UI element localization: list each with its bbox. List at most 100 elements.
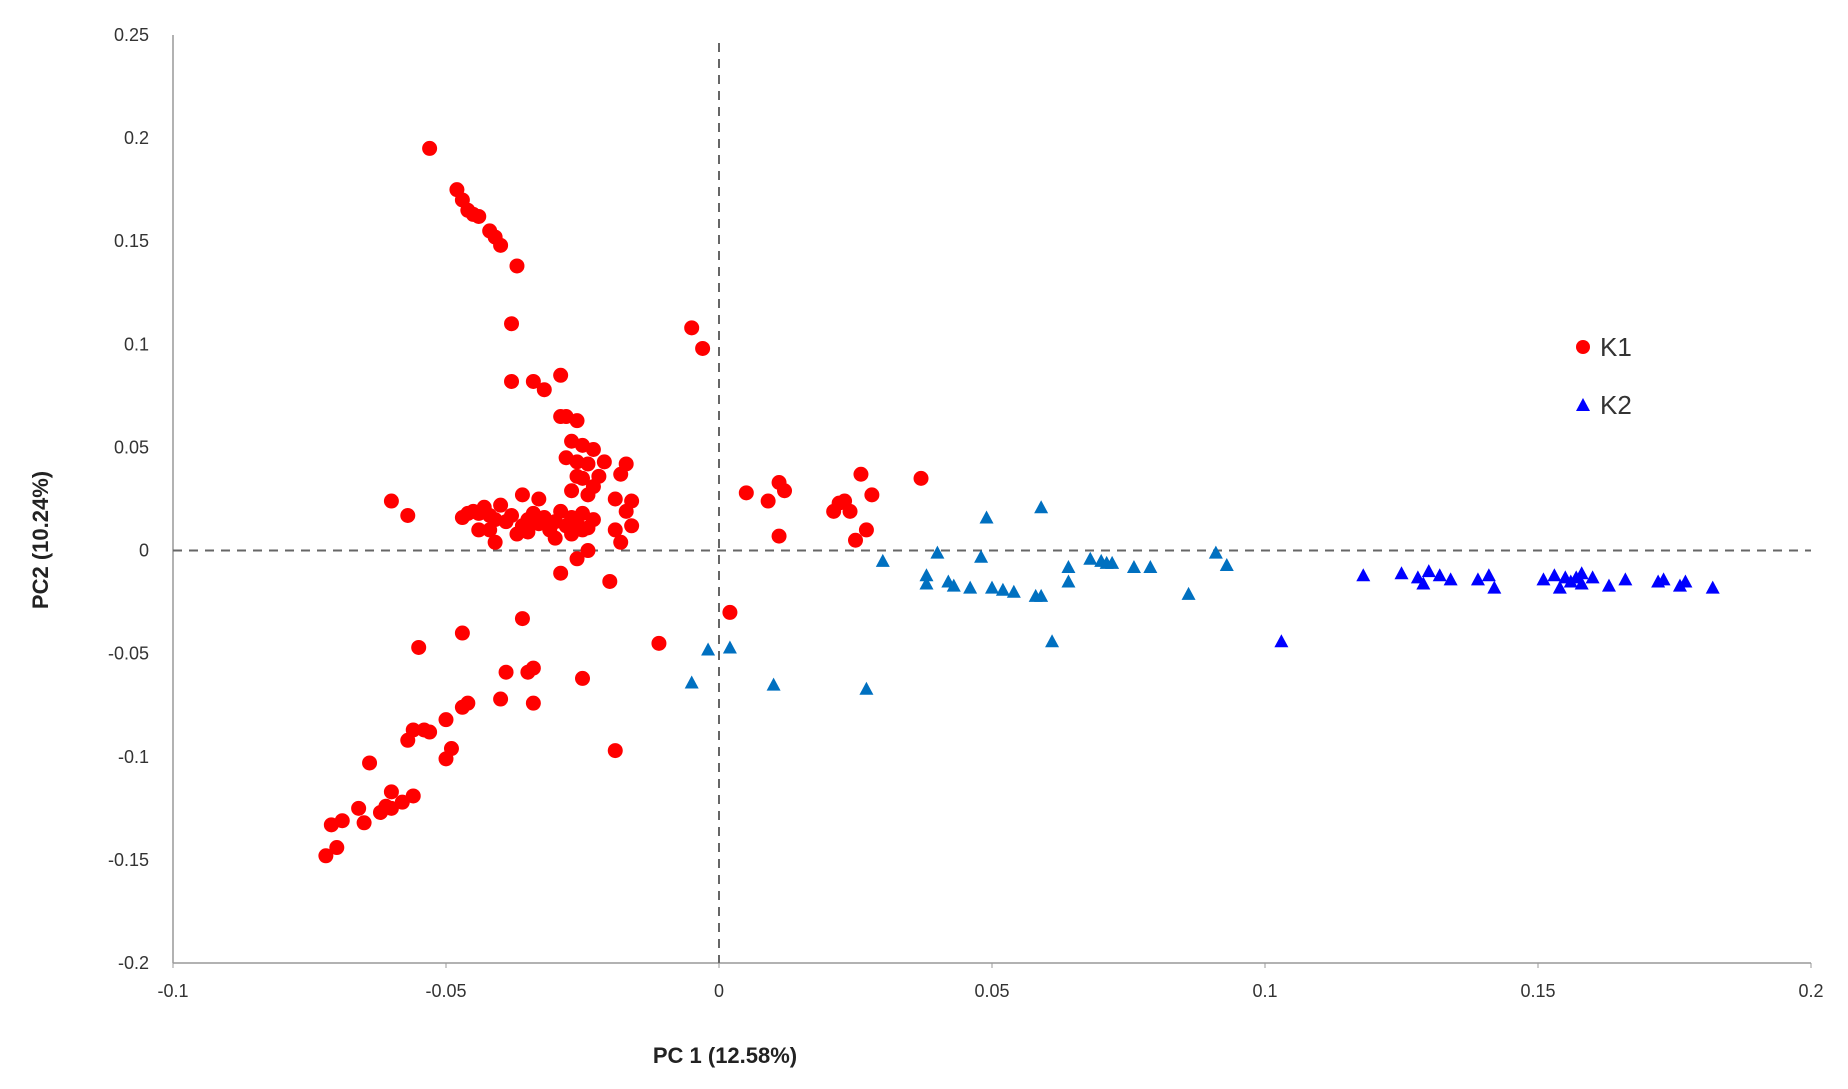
k1-point — [422, 140, 438, 156]
k1-point — [569, 551, 585, 567]
y-tick-labels: -0.2 -0.15 -0.1 -0.05 0 0.05 0.1 0.15 0.2 0.25 — [108, 25, 149, 973]
k1-point — [602, 573, 618, 589]
x-tick-label: -0.1 — [157, 981, 188, 1001]
series-k1-points — [318, 140, 929, 864]
k2-point — [995, 582, 1010, 596]
k1-point — [684, 320, 700, 336]
k1-point — [394, 794, 410, 810]
y-tick-label: -0.1 — [118, 747, 149, 767]
k2-point — [919, 576, 934, 590]
y-tick-label: -0.15 — [108, 850, 149, 870]
reference-lines — [173, 43, 1811, 963]
k2-point — [1356, 568, 1371, 582]
legend-k1-label: K1 — [1600, 332, 1632, 362]
x-tick-labels: -0.1 -0.05 0 0.05 0.1 0.15 0.2 — [157, 963, 1824, 1001]
k1-point — [575, 670, 590, 686]
k2-point — [1552, 580, 1567, 594]
k2-point — [684, 675, 699, 689]
k2-point — [1006, 584, 1021, 598]
y-axis-title: PC2 (10.24%) — [28, 471, 53, 609]
k1-point — [400, 732, 416, 748]
k2-point — [1061, 560, 1076, 574]
k1-point — [411, 639, 427, 655]
k2-point — [1219, 557, 1234, 571]
k1-point — [454, 510, 470, 526]
k1-point — [493, 691, 509, 707]
k1-point — [547, 530, 563, 546]
k1-point — [607, 491, 623, 507]
k2-point — [1470, 572, 1485, 586]
y-tick-label: -0.05 — [108, 644, 149, 664]
x-tick-label: 0.2 — [1798, 981, 1823, 1001]
k1-point — [383, 493, 399, 509]
k1-point — [575, 522, 590, 538]
k1-point — [864, 487, 880, 503]
k1-point — [596, 454, 612, 470]
k1-point — [613, 466, 629, 482]
k1-point — [580, 487, 596, 503]
k1-point — [613, 534, 629, 550]
k1-point — [514, 487, 530, 503]
k1-point — [722, 604, 738, 620]
k1-point — [383, 784, 399, 800]
k1-point — [913, 470, 929, 486]
y-tick-label: 0 — [139, 541, 149, 561]
k1-point — [607, 743, 623, 759]
k1-point — [504, 373, 520, 389]
k1-point — [618, 503, 634, 519]
k1-point — [323, 817, 339, 833]
k1-point — [509, 258, 525, 274]
k1-point — [580, 543, 596, 559]
x-tick-label: 0.05 — [974, 981, 1009, 1001]
k1-point — [493, 497, 509, 513]
k1-point — [351, 800, 367, 816]
k2-point — [979, 510, 994, 524]
k1-point — [575, 470, 590, 486]
k1-point — [514, 611, 530, 627]
k2-point — [1410, 570, 1425, 584]
k2-point — [1421, 564, 1436, 578]
k1-point — [624, 518, 640, 534]
k2-point — [1394, 566, 1409, 580]
k2-point — [1143, 560, 1158, 574]
k2-point — [919, 568, 934, 582]
k2-point — [1678, 574, 1693, 588]
k1-point — [760, 493, 776, 509]
k2-point — [1574, 576, 1589, 590]
k2-point — [1208, 545, 1223, 559]
series-k2-points — [684, 500, 1720, 695]
k1-point — [454, 699, 470, 715]
k1-point — [498, 664, 514, 680]
k1-point — [422, 724, 438, 740]
k1-point — [607, 522, 623, 538]
k2-point — [946, 578, 961, 592]
x-axis-title: PC 1 (12.58%) — [653, 1043, 797, 1068]
y-tick-label: 0.05 — [114, 437, 149, 457]
k1-point — [531, 491, 547, 507]
k2-point — [1574, 566, 1589, 580]
y-tick-label: 0.25 — [114, 25, 149, 45]
k1-point — [400, 507, 416, 523]
k1-point — [553, 367, 569, 383]
y-tick-label: -0.2 — [118, 953, 149, 973]
k1-point — [482, 522, 498, 538]
k1-point — [738, 485, 754, 501]
x-tick-label: 0.1 — [1252, 981, 1277, 1001]
x-tick-label: 0.15 — [1520, 981, 1555, 1001]
k1-point — [471, 522, 487, 538]
y-tick-label: 0.2 — [124, 128, 149, 148]
k1-point — [525, 695, 541, 711]
k2-point — [722, 640, 737, 654]
k2-point — [1061, 574, 1076, 588]
k1-point — [777, 483, 793, 499]
k2-point — [1656, 572, 1671, 586]
k2-point — [1585, 570, 1600, 584]
legend-k1-marker — [1576, 340, 1590, 354]
x-tick-label: -0.05 — [425, 981, 466, 1001]
k2-point — [875, 553, 890, 567]
k2-point — [1705, 580, 1720, 594]
k2-point — [963, 580, 978, 594]
k1-point — [536, 382, 552, 398]
k2-point — [1618, 572, 1633, 586]
